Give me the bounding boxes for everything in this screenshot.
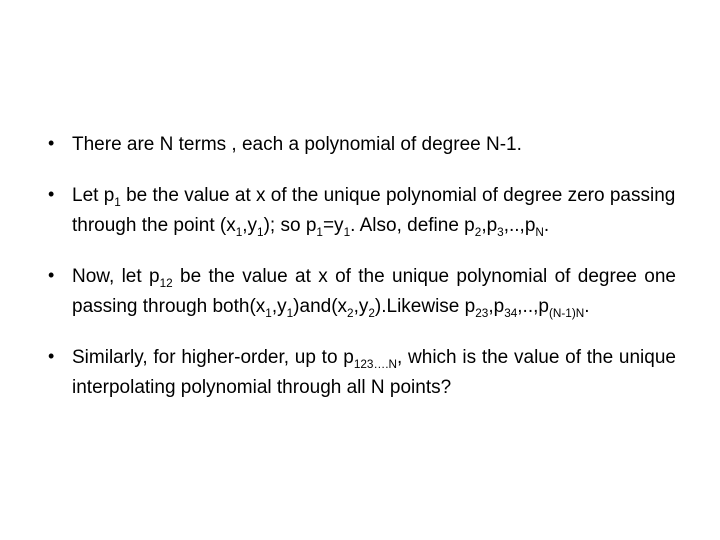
- subscript: 2: [475, 226, 482, 239]
- subscript: 1: [316, 226, 323, 239]
- bullet-item: There are N terms , each a polynomial of…: [44, 130, 676, 159]
- subscript: 23: [475, 307, 488, 320]
- subscript: 3: [497, 226, 504, 239]
- bullet-item: Now, let p12 be the value at x of the un…: [44, 262, 676, 321]
- subscript: 1: [236, 226, 243, 239]
- subscript: 1: [114, 196, 121, 209]
- subscript: 12: [160, 277, 173, 290]
- subscript: 1: [287, 307, 294, 320]
- subscript: 2: [347, 307, 354, 320]
- bullet-item: Similarly, for higher-order, up to p123……: [44, 343, 676, 402]
- subscript: 1: [257, 226, 264, 239]
- bullet-item: Let p1 be the value at x of the unique p…: [44, 181, 676, 240]
- subscript: 2: [368, 307, 375, 320]
- subscript: 34: [504, 307, 517, 320]
- subscript: (N-1)N: [549, 307, 584, 320]
- subscript: 1: [344, 226, 351, 239]
- subscript: 123….N: [354, 358, 397, 371]
- subscript: N: [535, 226, 544, 239]
- subscript: 1: [265, 307, 272, 320]
- bullet-list: There are N terms , each a polynomial of…: [44, 130, 676, 402]
